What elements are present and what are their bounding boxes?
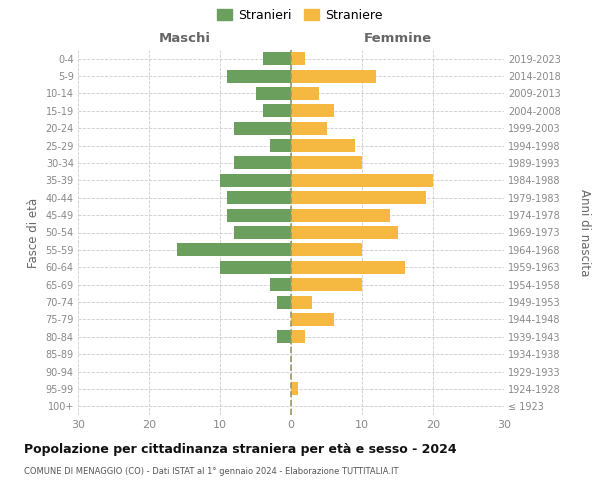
- Bar: [291, 70, 376, 82]
- Bar: [227, 70, 291, 82]
- Bar: [178, 244, 291, 256]
- Text: Femmine: Femmine: [364, 32, 431, 45]
- Bar: [291, 191, 426, 204]
- Y-axis label: Anni di nascita: Anni di nascita: [578, 189, 591, 276]
- Bar: [277, 296, 291, 308]
- Bar: [291, 382, 298, 396]
- Bar: [291, 208, 391, 222]
- Bar: [291, 104, 334, 118]
- Bar: [270, 139, 291, 152]
- Bar: [270, 278, 291, 291]
- Bar: [263, 52, 291, 65]
- Bar: [227, 208, 291, 222]
- Bar: [220, 174, 291, 187]
- Text: Maschi: Maschi: [158, 32, 211, 45]
- Bar: [291, 296, 313, 308]
- Bar: [291, 244, 362, 256]
- Bar: [234, 156, 291, 170]
- Bar: [291, 313, 334, 326]
- Legend: Stranieri, Straniere: Stranieri, Straniere: [217, 8, 383, 22]
- Bar: [234, 122, 291, 134]
- Bar: [291, 156, 362, 170]
- Bar: [291, 226, 398, 239]
- Bar: [291, 139, 355, 152]
- Y-axis label: Fasce di età: Fasce di età: [27, 198, 40, 268]
- Bar: [263, 104, 291, 118]
- Bar: [291, 174, 433, 187]
- Bar: [234, 226, 291, 239]
- Bar: [291, 87, 319, 100]
- Bar: [291, 122, 326, 134]
- Bar: [277, 330, 291, 344]
- Bar: [220, 260, 291, 274]
- Bar: [291, 52, 305, 65]
- Text: Popolazione per cittadinanza straniera per età e sesso - 2024: Popolazione per cittadinanza straniera p…: [24, 442, 457, 456]
- Text: COMUNE DI MENAGGIO (CO) - Dati ISTAT al 1° gennaio 2024 - Elaborazione TUTTITALI: COMUNE DI MENAGGIO (CO) - Dati ISTAT al …: [24, 468, 398, 476]
- Bar: [291, 330, 305, 344]
- Bar: [227, 191, 291, 204]
- Bar: [256, 87, 291, 100]
- Bar: [291, 278, 362, 291]
- Bar: [291, 260, 404, 274]
